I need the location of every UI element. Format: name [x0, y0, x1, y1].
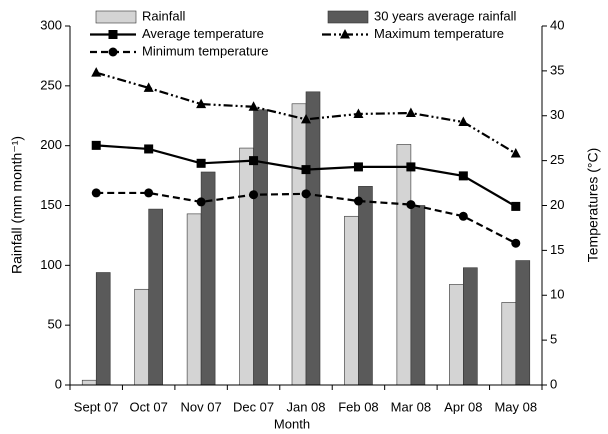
point	[406, 200, 416, 210]
point	[458, 211, 468, 221]
point	[249, 156, 259, 166]
point	[511, 201, 521, 211]
y-tick-label: 300	[40, 17, 62, 32]
y2-tick-label: 30	[550, 107, 564, 122]
x-tick-label: Oct 07	[130, 399, 168, 414]
y2-tick-label: 20	[550, 197, 564, 212]
point	[143, 82, 154, 92]
y2-tick-label: 15	[550, 242, 564, 257]
y-tick-label: 150	[40, 197, 62, 212]
y2-axis-label: Temperatures (°C)	[585, 148, 601, 263]
bar	[95, 272, 111, 386]
y-tick-label: 50	[48, 317, 62, 332]
bar	[515, 260, 531, 386]
y-tick-label: 0	[55, 376, 62, 391]
legend-label: Minimum temperature	[142, 43, 268, 58]
point	[458, 116, 469, 127]
y2-tick-label: 40	[550, 17, 564, 32]
point	[458, 171, 468, 181]
point	[196, 197, 206, 207]
point	[249, 190, 259, 200]
x-tick-label: Apr 08	[444, 399, 482, 414]
point	[510, 147, 521, 158]
legend-label: Maximum temperature	[374, 26, 504, 41]
y2-tick-label: 35	[550, 62, 564, 77]
bar	[305, 91, 321, 386]
y-tick-label: 200	[40, 137, 62, 152]
bar	[501, 302, 517, 386]
bar	[344, 215, 359, 386]
bar	[410, 205, 426, 386]
point	[91, 140, 101, 150]
legend-label: 30 years average rainfall	[374, 8, 516, 23]
bar	[358, 186, 373, 386]
point	[301, 189, 311, 199]
point	[196, 98, 207, 109]
x-tick-label: May 08	[494, 399, 537, 414]
bar	[396, 144, 412, 386]
legend-marker	[108, 47, 118, 57]
bar	[291, 103, 307, 386]
point	[301, 165, 311, 175]
legend-swatch	[327, 10, 369, 24]
point	[144, 144, 154, 154]
x-axis-label: Month	[274, 416, 310, 431]
bar	[253, 109, 268, 386]
point	[91, 67, 102, 77]
y2-tick-label: 0	[550, 376, 557, 391]
bar	[463, 267, 478, 386]
point	[248, 101, 259, 111]
y-axis-label: Rainfall (mm month⁻¹)	[9, 136, 25, 274]
point	[91, 188, 101, 198]
x-tick-label: Nov 07	[181, 399, 222, 414]
y2-tick-label: 25	[550, 152, 564, 167]
bar	[449, 284, 464, 386]
x-tick-label: Jan 08	[286, 399, 325, 414]
legend-label: Average temperature	[142, 26, 264, 41]
y2-tick-label: 10	[550, 287, 564, 302]
point	[196, 158, 206, 168]
point	[405, 107, 416, 118]
point	[511, 238, 521, 248]
x-tick-label: Feb 08	[338, 399, 378, 414]
legend-swatch	[95, 10, 137, 24]
bar	[186, 213, 202, 386]
y2-tick-label: 5	[550, 332, 557, 347]
point	[353, 162, 363, 172]
bar	[239, 147, 254, 386]
point	[144, 188, 154, 198]
legend-label: Rainfall	[142, 8, 185, 23]
bar	[148, 208, 163, 386]
x-tick-label: Mar 08	[391, 399, 431, 414]
legend-marker	[340, 29, 350, 39]
y-tick-label: 100	[40, 257, 62, 272]
bar	[134, 288, 149, 386]
bar	[81, 379, 97, 386]
x-tick-label: Dec 07	[233, 399, 274, 414]
point	[406, 162, 416, 172]
point	[353, 108, 364, 118]
legend-marker	[108, 30, 118, 39]
x-tick-label: Sept 07	[74, 399, 119, 414]
point	[301, 113, 311, 124]
y-tick-label: 250	[40, 77, 62, 92]
point	[353, 196, 363, 206]
